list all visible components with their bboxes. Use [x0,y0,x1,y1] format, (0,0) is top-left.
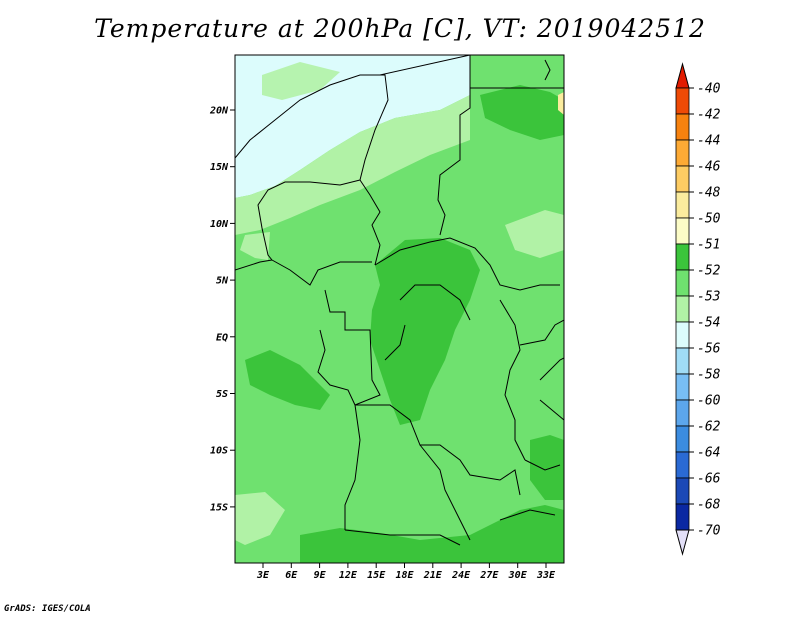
colorbar-segment [675,451,690,479]
colorbar-segment [675,243,690,271]
lat-tick-label: 15S [210,502,228,513]
colorbar-label: -44 [697,134,720,149]
colorbar-segment [675,113,690,141]
colorbar-label: -52 [697,264,721,279]
colorbar-top-arrow [675,62,690,89]
field-light-green-patch-nw [262,62,340,100]
field-dark-region-center [370,238,480,425]
lon-tick-label: 21E [423,570,443,581]
lon-tick-label: 27E [479,570,499,581]
map-frame [234,54,565,564]
colorbar-segment [675,269,690,297]
lon-tick-label: 9E [314,570,327,581]
lon-tick-label: 3E [256,570,270,581]
country-borders [235,55,564,546]
lon-tick-label: 15E [367,570,386,581]
colorbar-segment [675,191,690,219]
field-dark-region-east [530,435,564,500]
map-title: Temperature at 200hPa [C], VT: 201904251… [94,14,706,43]
colorbar-segment [675,321,690,349]
colorbar-label: -50 [697,212,721,227]
colorbar-label: -53 [697,290,720,305]
colorbar-bottom-arrow [675,529,690,556]
field-light-region-southwest [235,492,285,545]
longitude-axis: 3E 6E 9E 12E 15E 18E 21E 24E 27E 30E 33E [256,563,556,581]
field-dark-region-west [245,350,330,410]
colorbar-label: -56 [697,342,721,357]
colorbar-label: -58 [697,368,721,383]
colorbar-segment [675,399,690,427]
field-dark-region-south [300,505,564,563]
field-light-green-west [240,232,270,260]
colorbar-label: -40 [697,82,721,97]
field-dark-region-northeast [480,85,564,140]
latitude-axis: 20N 15N 10N 5N EQ 5S 10S 15S [209,106,235,513]
colorbar-segment [675,347,690,375]
lat-tick-label: 10S [210,446,228,457]
lat-tick-label: 20N [209,106,229,117]
lon-tick-label: 18E [395,570,414,581]
colorbar-segment [675,425,690,453]
lat-tick-label: 5N [216,276,229,287]
colorbar-label: -64 [697,446,720,461]
lon-tick-label: 24E [451,570,471,581]
colorbar-label: -46 [697,160,721,175]
colorbar-label: -62 [697,420,721,435]
colorbar-label: -48 [697,186,721,201]
lat-tick-label: 15N [210,162,229,173]
colorbar-segment [675,373,690,401]
lon-tick-label: 12E [339,570,358,581]
colorbar-segment [675,477,690,505]
colorbar-label: -66 [697,472,721,487]
colorbar-label: -51 [697,238,720,253]
lon-tick-label: 33E [536,570,556,581]
colorbar-segment [675,165,690,193]
field-light-green-north [235,95,470,235]
colorbar-label: -70 [697,524,721,539]
credit-text: GrADS: IGES/COLA [4,604,91,614]
colorbar-segment [675,139,690,167]
lon-tick-label: 6E [285,570,298,581]
colorbar-label: -54 [697,316,720,331]
lat-tick-label: 10N [210,219,229,230]
colorbar-segment [675,295,690,323]
colorbar: -40 -42 -44 -46 -48 -50 -51 -52 -53 -54 -56 -58 -60 -… [675,62,721,556]
map-panel [235,55,564,563]
field-warm-spot [558,92,564,115]
lat-tick-label: EQ [216,332,228,343]
lon-tick-label: 30E [508,570,528,581]
field-light-green-east [505,210,564,258]
colorbar-label: -68 [697,498,721,513]
lat-tick-label: 5S [216,389,228,400]
colorbar-label: -42 [697,108,721,123]
colorbar-segment [675,217,690,245]
colorbar-label: -60 [697,394,721,409]
colorbar-segment [675,87,690,115]
colorbar-segment [675,503,690,531]
